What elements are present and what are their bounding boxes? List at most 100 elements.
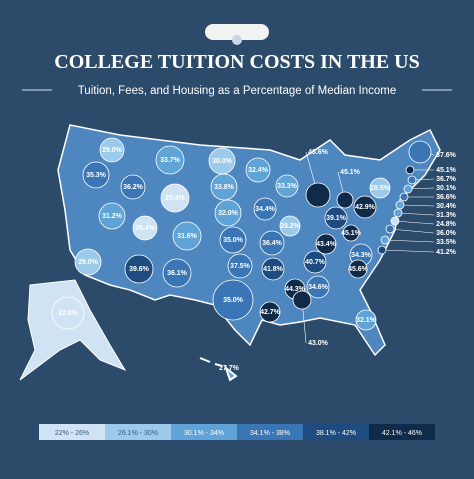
state-label: 35.3% [86,172,107,179]
state-region [259,230,285,256]
legend-label: 38.1% - 42% [316,430,356,437]
state-region [395,200,405,210]
leader-line [381,249,435,253]
legend-label: 42.1% - 46% [382,430,422,437]
state-label: 36.6% [436,194,457,201]
state-label: 32.4% [248,167,269,174]
state-label: 29.0% [102,147,123,154]
state-region [82,161,110,189]
state-region [348,259,368,279]
legend-swatch [171,424,237,440]
state-label: 30.4% [436,203,457,210]
state-label: 43.6% [308,149,329,156]
state-region [219,226,247,254]
legend-label: 26.1% - 30% [118,430,158,437]
state-region [303,250,327,274]
legend-label: 22% - 26% [55,430,89,437]
state-label: 42.9% [355,204,376,211]
state-region [51,296,85,330]
state-label: 22.8% [58,310,79,317]
state-region [399,192,409,202]
state-label: 29.0% [78,259,99,266]
state-region [377,245,387,255]
state-label: 37.6% [436,152,457,159]
state-label: 41.2% [436,249,457,256]
state-region [393,208,403,218]
state-label: 25.4% [165,195,186,202]
state-region [160,183,190,213]
state-region [261,257,285,281]
state-label: 39.1% [326,215,347,222]
state-label: 35.0% [223,297,244,304]
state-region [390,216,400,226]
state-region [306,275,330,299]
state-label: 33.5% [436,239,457,246]
legend-swatch [369,424,435,440]
state-region [369,177,391,199]
state-label: 31.6% [177,233,198,240]
state-region [99,137,125,163]
state-label: 30.1% [436,185,457,192]
legend-swatch [303,424,369,440]
state-label: 28.5% [370,185,391,192]
state-label: 31.2% [102,213,123,220]
state-label: 34.3% [351,252,372,259]
state-region [342,224,360,242]
hawaii-outline [199,357,238,382]
legend-swatch [237,424,303,440]
state-region [408,140,432,164]
legend-label: 30.1% - 34% [184,430,224,437]
state-label: 31.3% [436,212,457,219]
state-region [305,182,331,208]
state-region [336,191,354,209]
state-label: 30.0% [212,158,233,165]
state-region [380,235,390,245]
state-label: 33.3% [277,183,298,190]
state-label: 25.4% [135,225,156,232]
state-region [275,174,299,198]
state-label: 35.0% [223,237,244,244]
state-region [120,174,146,200]
state-label: 45.1% [341,230,362,237]
state-label: 36.1% [167,270,188,277]
state-label: 33.7% [160,157,181,164]
us-outline [57,124,441,357]
state-region [155,145,185,175]
state-label: 27.7% [219,365,240,372]
state-region [403,184,413,194]
state-region [385,224,395,234]
state-label: 36.2% [123,184,144,191]
state-label: 39.6% [129,266,150,273]
state-region [324,206,348,230]
leader-line [384,239,435,243]
state-label: 45.6% [348,266,369,273]
state-label: 33.8% [214,184,235,191]
state-label: 44.3% [285,286,306,293]
alaska-outline [19,279,127,381]
state-marks: 29.0% 33.7% 30.0% 32.4% 33.3% 43.6% 45.1% 37.6%… [51,137,457,372]
state-region [124,254,154,284]
state-region [245,157,271,183]
state-region [292,290,312,310]
state-region [315,233,337,255]
state-label: 45.1% [436,167,457,174]
state-label: 28.2% [280,223,301,230]
leader-line [399,204,435,207]
leader-line [397,212,435,216]
state-label: 45.1% [340,169,361,176]
state-region [132,215,158,241]
state-region [279,215,301,237]
state-region [210,173,238,201]
state-region [227,253,253,279]
state-region [355,309,377,331]
state-region [74,248,102,276]
state-region [405,165,415,175]
state-label: 34.4% [255,206,276,213]
state-region [253,197,277,221]
leader-line [389,228,435,234]
state-label: 43.0% [308,340,329,347]
state-region [212,279,254,321]
state-region [214,199,242,227]
legend: 22% - 26% 26.1% - 30% 30.1% - 34% 34.1% - 3… [39,424,435,440]
